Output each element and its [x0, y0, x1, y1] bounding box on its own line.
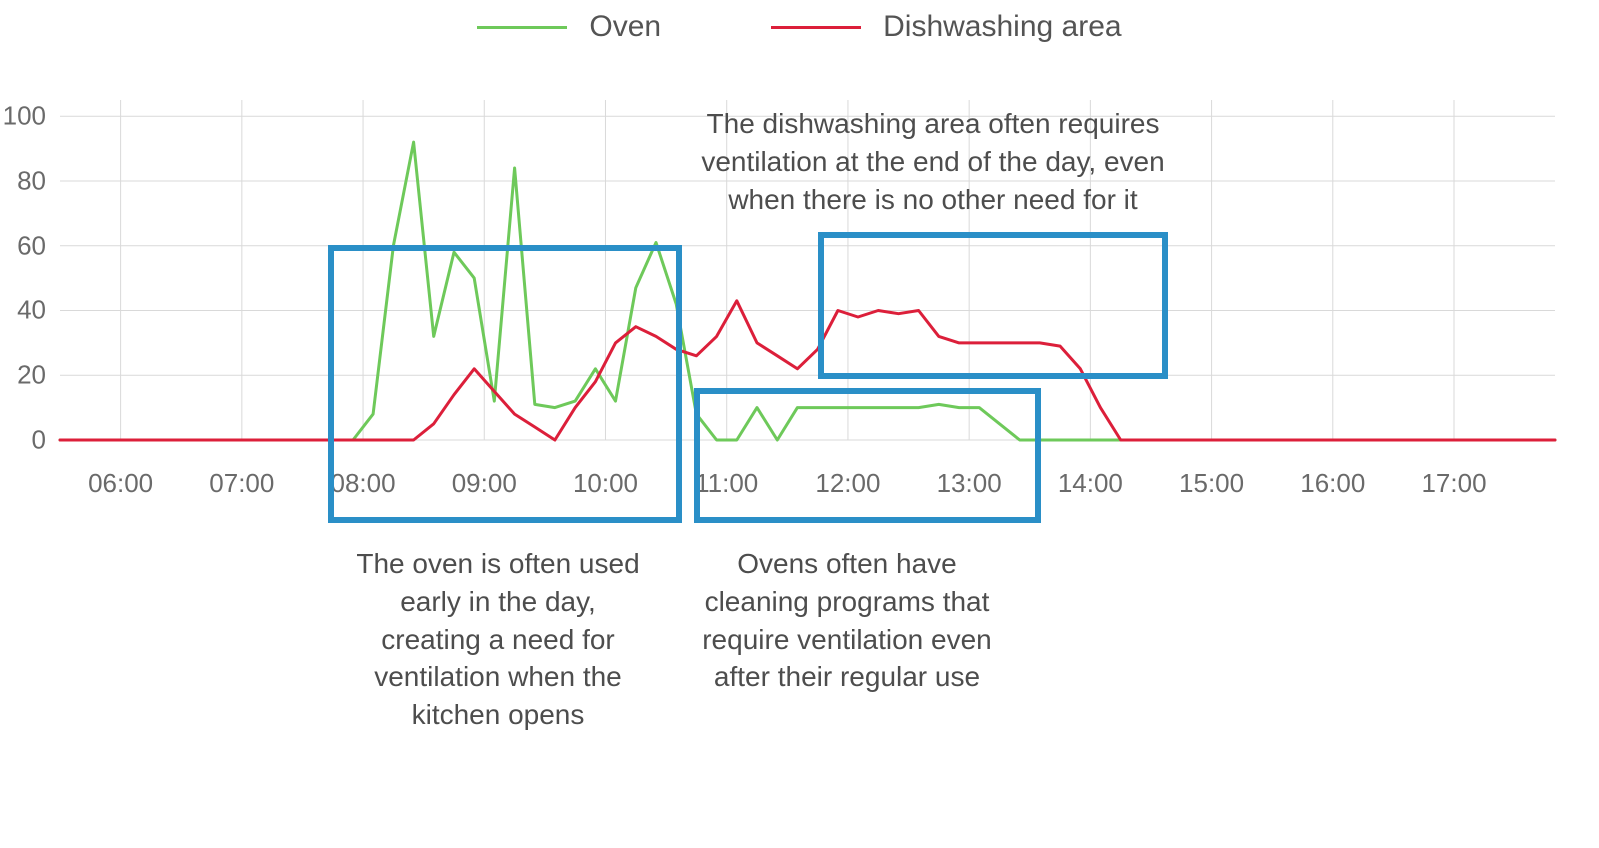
y-axis-label: 80 — [17, 165, 46, 196]
hl-oven-morning — [328, 245, 682, 523]
legend-label: Dishwashing area — [883, 10, 1121, 44]
legend-label: Oven — [589, 10, 661, 44]
anno-dishwashing-late: The dishwashing area often requires vent… — [673, 105, 1193, 218]
x-axis-label: 14:00 — [1058, 468, 1123, 499]
y-axis-label: 60 — [17, 230, 46, 261]
hl-dishwashing-late — [818, 232, 1168, 379]
x-axis-label: 06:00 — [88, 468, 153, 499]
legend: Oven Dishwashing area — [0, 10, 1599, 44]
anno-oven-cleaning: Ovens often have cleaning programs that … — [697, 545, 997, 696]
x-axis-label: 17:00 — [1421, 468, 1486, 499]
x-axis-label: 07:00 — [209, 468, 274, 499]
y-axis-label: 20 — [17, 360, 46, 391]
anno-oven-morning: The oven is often used early in the day,… — [348, 545, 648, 734]
legend-swatch — [477, 26, 567, 29]
legend-item-dishwashing-area: Dishwashing area — [771, 10, 1121, 44]
x-axis-label: 15:00 — [1179, 468, 1244, 499]
y-axis-label: 100 — [3, 101, 46, 132]
y-axis-label: 40 — [17, 295, 46, 326]
legend-item-oven: Oven — [477, 10, 661, 44]
x-axis-label: 16:00 — [1300, 468, 1365, 499]
legend-swatch — [771, 26, 861, 29]
y-axis-label: 0 — [32, 425, 46, 456]
hl-oven-cleaning — [694, 388, 1041, 523]
